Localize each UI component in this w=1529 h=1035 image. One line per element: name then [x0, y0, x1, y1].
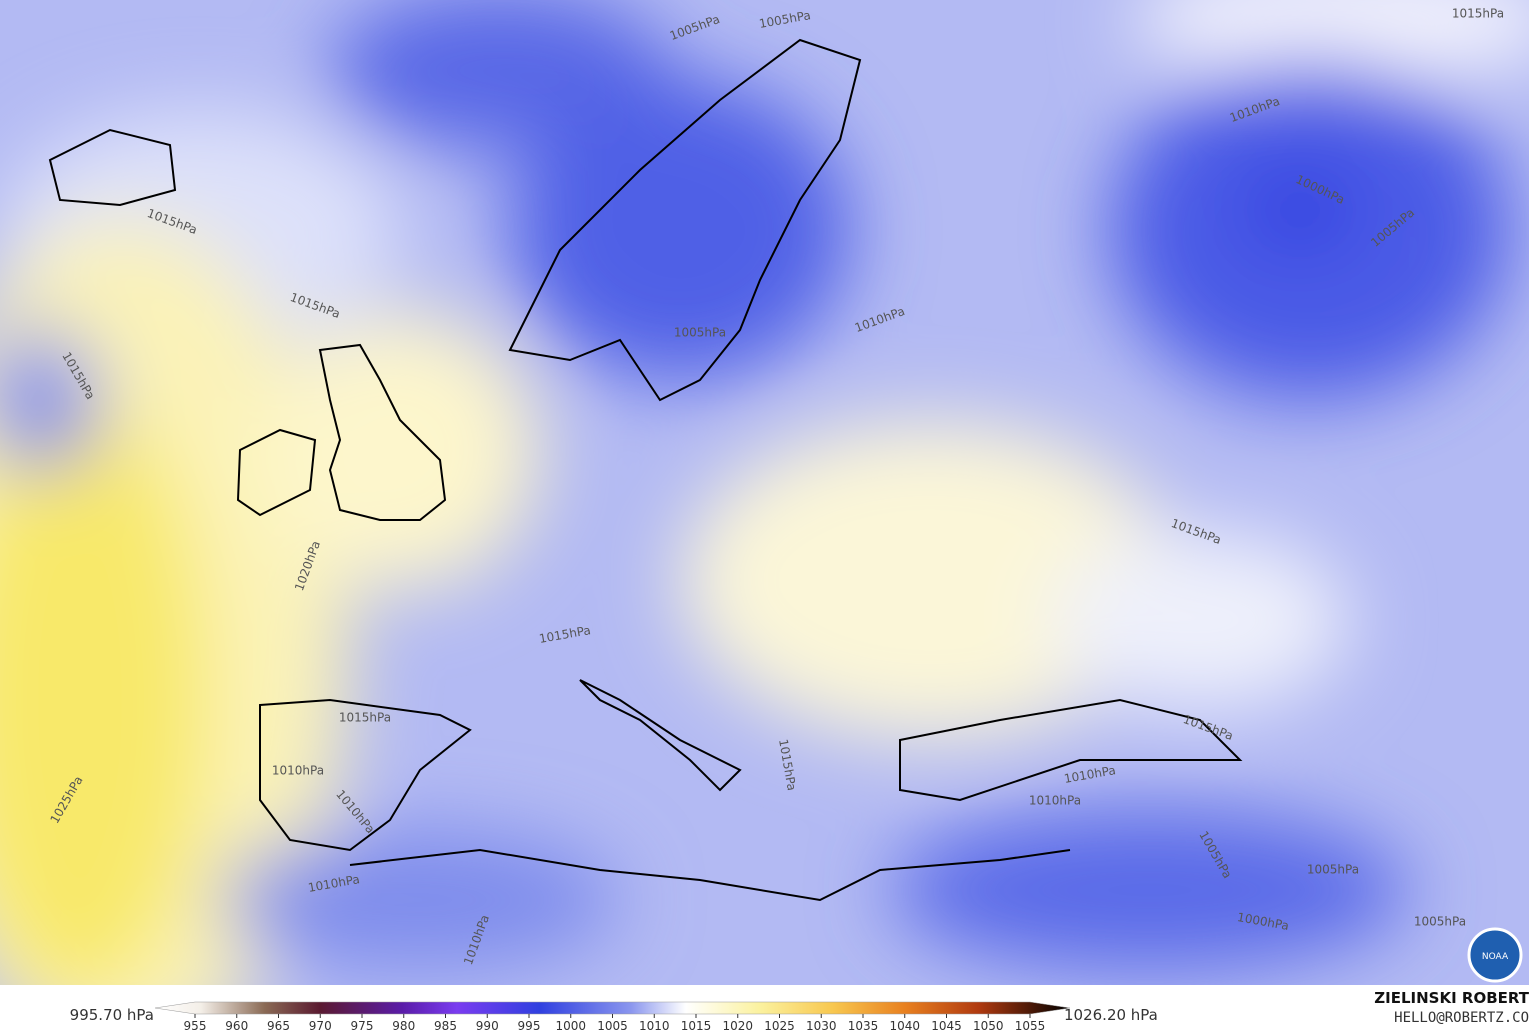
colorbar-tick-label: 1055 — [1015, 1019, 1046, 1033]
logo: NOAA — [1467, 927, 1523, 983]
colorbar-tick-label: 1030 — [806, 1019, 837, 1033]
colorbar-tick-label: 1020 — [722, 1019, 753, 1033]
colorbar-tick-label: 1040 — [889, 1019, 920, 1033]
credit-site: HELLO@ROBERTZ.CO — [1394, 1010, 1529, 1026]
contour-label: 1005hPa — [1307, 863, 1359, 877]
colorbar-tick-label: 1015 — [681, 1019, 712, 1033]
colorbar-tick-label: 965 — [267, 1019, 290, 1033]
contour-label: 1015hPa — [339, 711, 391, 725]
colorbar-tick-label: 1050 — [973, 1019, 1004, 1033]
coastline — [259, 698, 472, 852]
colorbar-tick-label: 1010 — [639, 1019, 670, 1033]
colorbar-tick-label: 985 — [434, 1019, 457, 1033]
colorbar-tick-label: 1025 — [764, 1019, 795, 1033]
colorbar-ticks: 955 960 965 970 975 980 985 990 995 1000 1005 1010 1… — [184, 1014, 1046, 1033]
contour-label: 1005hPa — [674, 326, 726, 340]
colorbar-tick-label: 1045 — [931, 1019, 962, 1033]
contour-label: 1010hPa — [272, 764, 324, 778]
coastline — [579, 679, 742, 792]
coastline — [318, 343, 447, 521]
colorbar-tick-label: 960 — [225, 1019, 248, 1033]
colorbar-tick-label: 1000 — [555, 1019, 586, 1033]
contour-label: 1015hPa — [1452, 7, 1504, 21]
contour-label: 1010hPa — [1029, 794, 1081, 808]
coastline — [236, 428, 317, 517]
colorbar-min: 995.70 hPa — [70, 1006, 154, 1024]
colorbar-tick-label: 955 — [184, 1019, 207, 1033]
colorbar-max: 1026.20 hPa — [1064, 1006, 1158, 1024]
coastline — [508, 38, 862, 402]
coastline — [899, 698, 1243, 802]
colorbar-tick-label: 990 — [476, 1019, 499, 1033]
colorbar-tick-label: 980 — [392, 1019, 415, 1033]
coastline — [48, 128, 177, 207]
logo-text: NOAA — [1482, 952, 1509, 962]
contour-label: 1005hPa — [1414, 915, 1466, 929]
colorbar-tick-label: 1035 — [848, 1019, 879, 1033]
credit-name: ZIELINSKI ROBERT — [1374, 989, 1529, 1007]
colorbar — [154, 1001, 1071, 1015]
colorbar-tick-label: 970 — [309, 1019, 332, 1033]
colorbar-tick-label: 1005 — [597, 1019, 628, 1033]
colorbar-tick-label: 995 — [518, 1019, 541, 1033]
coastline — [349, 848, 1071, 902]
colorbar-tick-label: 975 — [351, 1019, 374, 1033]
